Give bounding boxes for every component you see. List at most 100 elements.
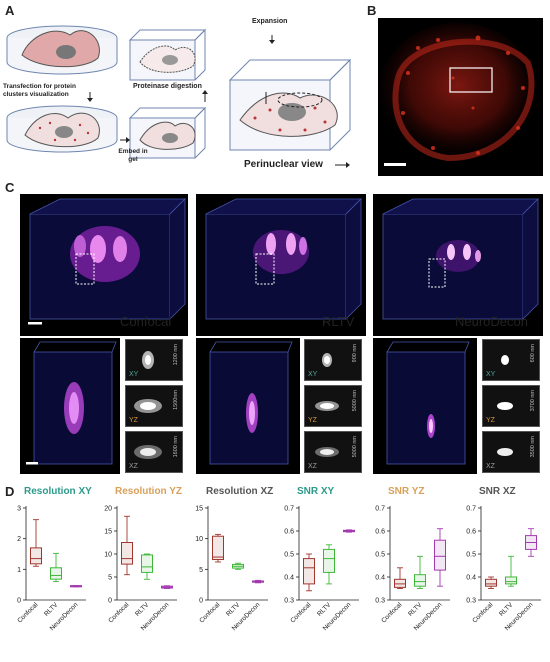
- y-tick-label: 0.3: [284, 598, 294, 605]
- boxplot-resolution-xy: Resolution XY 0 1 2 3 Confocal RLTV NeuroDecon: [2, 482, 92, 642]
- y-tick-label: 0.4: [375, 575, 385, 582]
- y-tick-label: 0: [199, 598, 203, 605]
- proteinase-label: Proteinase digestion: [133, 83, 202, 90]
- box: [212, 535, 224, 561]
- box: [485, 578, 497, 587]
- y-tick-label: 0.7: [284, 506, 294, 513]
- y-tick-label: 5: [108, 575, 112, 582]
- box: [50, 567, 62, 580]
- rltv-zoom: [196, 338, 300, 474]
- box: [121, 542, 133, 565]
- chart-title: Resolution XZ: [206, 486, 274, 497]
- neurodecon-inset-yz: YZ 3700 nm: [482, 385, 540, 427]
- y-tick-label: 0.5: [375, 552, 385, 559]
- y-tick-label: 0.4: [284, 575, 294, 582]
- x-tick-label: Confocal: [471, 601, 494, 624]
- x-tick-label: RLTV: [407, 601, 424, 618]
- boxplot-snr-yz: SNR YZ 0.3 0.4 0.5 0.6 0.7 Confocal RLTV NeuroDe…: [366, 482, 454, 642]
- x-tick-label: RLTV: [134, 601, 151, 618]
- neurodecon-inset-xy: XY 600 nm: [482, 339, 540, 381]
- x-tick-label: Confocal: [380, 601, 403, 624]
- rltv-volume: [196, 194, 366, 336]
- y-tick-label: 15: [195, 506, 203, 513]
- panel-d-letter: D: [5, 484, 15, 499]
- y-tick-label: 3: [17, 506, 21, 513]
- y-tick-label: 0.3: [466, 598, 476, 605]
- y-tick-label: 10: [195, 536, 203, 543]
- y-tick-label: 0: [17, 598, 21, 605]
- x-tick-label: Confocal: [198, 601, 221, 624]
- expansion-label: Expansion: [252, 18, 288, 25]
- box: [303, 558, 315, 585]
- inset-tag: XY: [486, 371, 496, 378]
- x-tick-label: RLTV: [43, 601, 60, 618]
- y-tick-label: 0: [108, 598, 112, 605]
- rltv-label: RLTV: [322, 314, 355, 329]
- inset-tag: XZ: [486, 463, 495, 470]
- inset-dim: 3500 nm: [530, 436, 536, 458]
- y-tick-label: 15: [104, 529, 112, 536]
- neurodecon-zoom: [373, 338, 477, 474]
- confocal-inset-yz: YZ 1500nm: [125, 385, 183, 427]
- boxplot-resolution-xz: Resolution XZ 0 5 10 15 Confocal RLTV NeuroDeco…: [184, 482, 274, 642]
- y-tick-label: 0.6: [284, 529, 294, 536]
- rltv-inset-yz: YZ 5000 nm: [304, 385, 362, 427]
- inset-dim: 3700 nm: [530, 390, 536, 412]
- embed-label: Embed in gel: [118, 148, 148, 163]
- chart-title: SNR XY: [297, 486, 335, 497]
- neurodecon-inset-xz: XZ 3500 nm: [482, 431, 540, 473]
- y-tick-label: 0.5: [284, 552, 294, 559]
- box: [414, 574, 426, 587]
- y-tick-label: 0.5: [466, 552, 476, 559]
- panel-a-schematic: [6, 25, 352, 168]
- chart-title: SNR YZ: [388, 486, 425, 497]
- y-tick-label: 20: [104, 506, 112, 513]
- y-tick-label: 0.6: [466, 529, 476, 536]
- y-tick-label: 0.7: [466, 506, 476, 513]
- chart-title: SNR XZ: [479, 486, 516, 497]
- neurodecon-label: NeuroDecon: [455, 314, 528, 329]
- confocal-inset-xz: XZ 1600 nm: [125, 431, 183, 473]
- confocal-inset-xy: XY 1200 nm: [125, 339, 183, 381]
- box: [30, 547, 42, 565]
- inset-dim: 1500nm: [173, 390, 179, 410]
- x-tick-label: Confocal: [107, 601, 130, 624]
- inset-dim: 5000 nm: [352, 436, 358, 458]
- inset-tag: XY: [308, 371, 318, 378]
- neurodecon-volume: [373, 194, 543, 336]
- box: [505, 576, 517, 585]
- y-tick-label: 5: [199, 567, 203, 574]
- y-tick-label: 10: [104, 552, 112, 559]
- y-tick-label: 0.7: [375, 506, 385, 513]
- y-tick-label: 0.4: [466, 575, 476, 582]
- panel-a-letter: A: [5, 3, 15, 18]
- panel-b-letter: B: [367, 3, 377, 18]
- inset-dim: 600 nm: [530, 344, 536, 363]
- perinuclear-label: Perinuclear view: [244, 159, 323, 170]
- box: [394, 578, 406, 588]
- inset-dim: 5000 nm: [352, 390, 358, 412]
- inset-dim: 1600 nm: [173, 436, 179, 458]
- x-tick-label: RLTV: [498, 601, 515, 618]
- x-tick-label: Confocal: [16, 601, 39, 624]
- y-tick-label: 0.3: [375, 598, 385, 605]
- inset-tag: XZ: [129, 463, 138, 470]
- box: [434, 539, 446, 571]
- inset-tag: XY: [129, 371, 139, 378]
- inset-dim: 1200 nm: [173, 344, 179, 366]
- chart-title: Resolution XY: [24, 486, 92, 497]
- inset-tag: YZ: [308, 417, 317, 424]
- confocal-label: Confocal: [120, 314, 172, 329]
- boxplot-snr-xz: SNR XZ 0.3 0.4 0.5 0.6 0.7 Confocal RLTV NeuroDe…: [457, 482, 545, 642]
- box: [323, 548, 335, 573]
- panel-c-letter: C: [5, 180, 15, 195]
- rltv-inset-xz: XZ 5000 nm: [304, 431, 362, 473]
- inset-dim: 900 nm: [352, 344, 358, 363]
- inset-tag: YZ: [129, 417, 138, 424]
- transfection-label: Transfection for protein clusters visual…: [3, 83, 76, 98]
- rltv-inset-xy: XY 900 nm: [304, 339, 362, 381]
- confocal-volume: [20, 194, 188, 336]
- chart-title: Resolution YZ: [115, 486, 183, 497]
- y-tick-label: 0.6: [375, 529, 385, 536]
- inset-tag: YZ: [486, 417, 495, 424]
